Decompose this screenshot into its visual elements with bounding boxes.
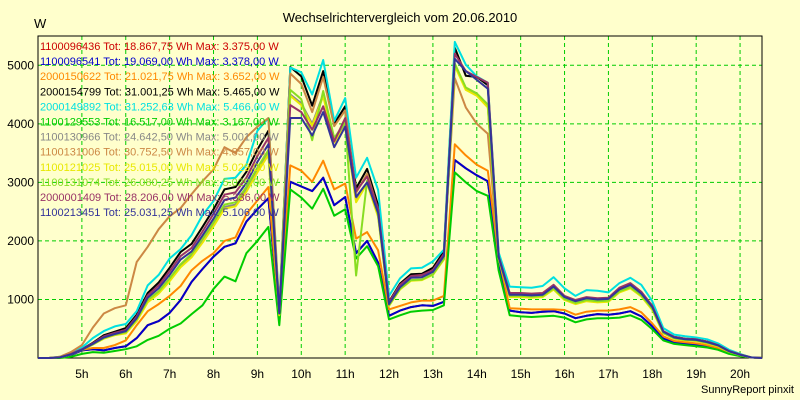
series-line bbox=[38, 159, 763, 359]
legend-entry: 1100130966 Tot: 24.642,50 Wh Max: 5.001,… bbox=[40, 132, 279, 144]
legend-entry: 1100121025 Tot: 25.015,00 Wh Max: 5.029,… bbox=[40, 162, 279, 174]
series-line bbox=[38, 143, 763, 359]
y-tick-label: 3000 bbox=[7, 175, 34, 189]
legend-entry: 2000154799 Tot: 31.001,25 Wh Max: 5.465,… bbox=[40, 86, 280, 98]
x-tick-label: 10h bbox=[291, 367, 311, 381]
series-line bbox=[38, 40, 763, 359]
y-tick-label: 1000 bbox=[7, 292, 34, 306]
legend-entry: 1100129553 Tot: 16.517,00 Wh Max: 3.167,… bbox=[40, 117, 279, 129]
legend: 1100096436 Tot: 18.867,75 Wh Max: 3.375,… bbox=[40, 41, 280, 219]
footer-credit: SunnyReport pinxit bbox=[701, 384, 794, 396]
legend-entry: 1100131006 Tot: 30.752,50 Wh Max: 4.857,… bbox=[40, 147, 279, 159]
y-tick-label: 2000 bbox=[7, 234, 34, 248]
y-tick-label: 4000 bbox=[7, 117, 34, 131]
series-line bbox=[38, 52, 763, 359]
x-tick-label: 16h bbox=[555, 367, 575, 381]
legend-entry: 1100096541 Tot: 19.069,00 Wh Max: 3.378,… bbox=[40, 56, 279, 68]
legend-entry: 1100096436 Tot: 18.867,75 Wh Max: 3.375,… bbox=[40, 41, 279, 53]
chart-title: Wechselrichtervergleich vom 20.06.2010 bbox=[282, 10, 518, 25]
series-line bbox=[38, 57, 763, 359]
x-tick-label: 11h bbox=[336, 367, 355, 381]
x-tick-label: 15h bbox=[511, 367, 531, 381]
x-tick-label: 14h bbox=[467, 367, 487, 381]
series-lines bbox=[38, 40, 763, 359]
x-tick-label: 9h bbox=[251, 367, 264, 381]
series-line bbox=[38, 171, 763, 359]
x-tick-label: 5h bbox=[75, 367, 88, 381]
x-tick-label: 19h bbox=[686, 367, 706, 381]
x-tick-label: 13h bbox=[423, 367, 443, 381]
y-tick-label: 5000 bbox=[7, 58, 34, 72]
x-tick-label: 6h bbox=[119, 367, 132, 381]
legend-entry: 2000001409 Tot: 28.206,00 Wh Max: 5.336,… bbox=[40, 192, 280, 204]
x-tick-label: 17h bbox=[598, 367, 618, 381]
y-axis-label: W bbox=[34, 16, 47, 31]
x-tick-label: 7h bbox=[163, 367, 176, 381]
legend-entry: 1100131074 Tot: 26.080,25 Wh Max: 5.029,… bbox=[40, 177, 279, 189]
legend-entry: 2000149892 Tot: 31.252,63 Wh Max: 5.466,… bbox=[40, 101, 280, 113]
x-tick-label: 18h bbox=[642, 367, 662, 381]
x-tick-label: 12h bbox=[379, 367, 399, 381]
x-tick-label: 20h bbox=[730, 367, 750, 381]
axes: 5h 6h 7h 8h 9h 10h 11h 12h 13h 14h 15h 16h 17h 18h 19h… bbox=[7, 35, 763, 381]
x-tick-label: 8h bbox=[207, 367, 220, 381]
legend-entry: 1100213451 Tot: 25.031,25 Wh Max: 5.106,… bbox=[40, 207, 279, 219]
legend-entry: 2000150622 Tot: 21.021,75 Wh Max: 3.652,… bbox=[40, 71, 280, 83]
